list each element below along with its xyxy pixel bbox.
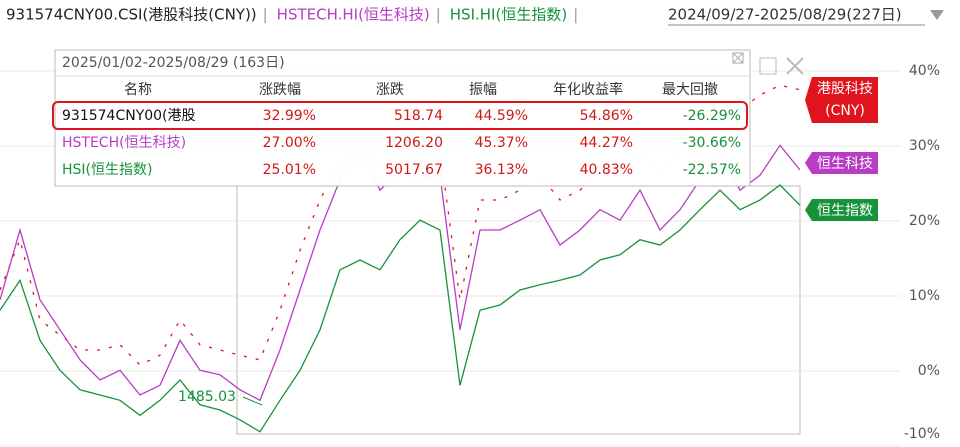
table-cell: 931574CNY00(港股 <box>62 108 196 124</box>
table-panel <box>54 49 751 187</box>
table-cell: -22.57% <box>683 162 741 178</box>
end-label-box <box>805 152 878 174</box>
legend-entry[interactable]: HSI.HI(恒生指数) <box>450 6 567 24</box>
zoom-box <box>236 185 801 435</box>
series-line <box>0 184 801 433</box>
legend-sep: | <box>263 6 268 24</box>
end-label: 恒生科技 <box>817 156 873 172</box>
y-tick-label: 0% <box>918 363 940 379</box>
y-tick-label: 30% <box>909 138 940 154</box>
table-cell: 25.01% <box>263 162 316 178</box>
legend-entry[interactable]: HSTECH.HI(恒生科技) <box>277 6 430 24</box>
y-tick-label: 10% <box>909 288 940 304</box>
table-cell: 44.59% <box>475 108 528 124</box>
column-header: 涨跌 <box>376 82 404 98</box>
column-header: 最大回撤 <box>662 82 718 98</box>
annotation: 1485.03 <box>178 389 236 405</box>
table-cell: 45.37% <box>475 135 528 151</box>
table-cell: 40.83% <box>580 162 633 178</box>
table-cell: -26.29% <box>683 108 741 124</box>
table-close[interactable] <box>732 52 744 64</box>
legend-sep: | <box>573 6 578 24</box>
table-cell: 36.13% <box>475 162 528 178</box>
end-label: 港股科技 <box>817 81 873 97</box>
table-cell: -30.66% <box>683 135 741 151</box>
table-cell: 5017.67 <box>385 162 443 178</box>
date-range[interactable]: 2024/09/27-2025/08/29(227日) <box>668 6 902 24</box>
legend-sep: | <box>436 6 441 24</box>
end-label: (CNY) <box>825 103 865 119</box>
end-label: 恒生指数 <box>817 203 873 219</box>
column-header: 涨跌幅 <box>259 82 301 98</box>
table-cell: 32.99% <box>263 108 316 124</box>
row-highlight <box>52 101 748 130</box>
column-header: 年化收益率 <box>553 81 623 98</box>
close-icon[interactable] <box>786 57 804 75</box>
y-tick-label: -10% <box>904 426 940 442</box>
annotation-leader <box>242 396 263 406</box>
table-cell: 27.00% <box>263 135 316 151</box>
table-cell: 54.86% <box>580 108 633 124</box>
end-label-box <box>805 77 878 123</box>
maximize-icon[interactable] <box>759 57 777 75</box>
y-tick-label: 40% <box>909 63 940 79</box>
legend-entry[interactable]: 931574CNY00.CSI(港股科技(CNY)) <box>6 6 257 24</box>
table-cell: 44.27% <box>580 135 633 151</box>
column-header: 振幅 <box>469 82 497 98</box>
table-cell: 1206.20 <box>385 135 443 151</box>
table-cell: HSTECH(恒生科技) <box>62 135 186 151</box>
column-header: 名称 <box>124 82 152 98</box>
table-cell: HSI(恒生指数) <box>62 162 152 178</box>
y-tick-label: 20% <box>909 213 940 229</box>
dropdown-icon[interactable] <box>930 10 944 20</box>
table-cell: 518.74 <box>394 108 443 124</box>
table-title: 2025/01/02-2025/08/29 (163日) <box>62 55 285 71</box>
end-label-box <box>805 199 878 221</box>
